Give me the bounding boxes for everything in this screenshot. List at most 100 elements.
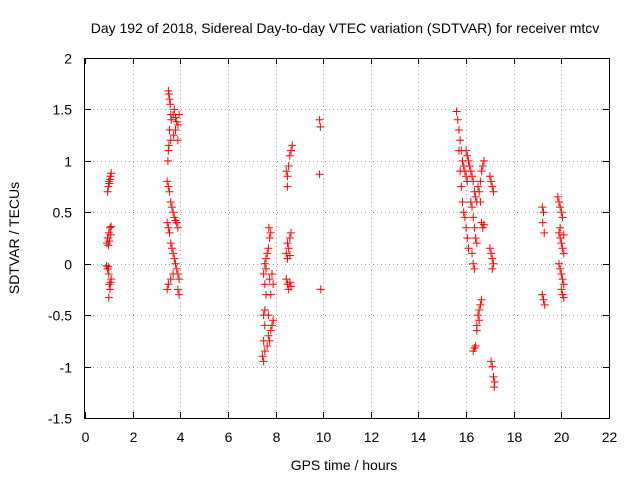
data-point <box>559 293 568 302</box>
data-point <box>175 275 184 284</box>
data-point <box>104 228 113 237</box>
data-point <box>315 170 324 179</box>
data-point <box>477 295 486 304</box>
data-point <box>260 347 269 356</box>
data-point <box>469 177 478 186</box>
y-tick-label: 1 <box>64 154 72 170</box>
data-point <box>175 290 184 299</box>
x-tick-label: 6 <box>225 429 233 445</box>
data-point <box>173 136 182 145</box>
data-point <box>477 167 486 176</box>
x-tick-label: 10 <box>316 429 332 445</box>
data-point <box>475 187 484 196</box>
data-point <box>539 295 548 304</box>
y-tick-label: -1 <box>60 360 73 376</box>
data-point <box>285 251 294 260</box>
data-point <box>172 218 181 227</box>
data-point <box>487 177 496 186</box>
data-point <box>163 177 172 186</box>
data-point <box>265 275 274 284</box>
data-point <box>476 177 485 186</box>
plot-frame <box>84 58 610 419</box>
data-point <box>163 218 172 227</box>
data-point <box>171 126 180 134</box>
data-point <box>170 105 179 114</box>
data-point <box>538 218 547 227</box>
x-tick-label: 4 <box>177 429 185 445</box>
data-point <box>264 244 273 253</box>
data-point <box>475 306 484 314</box>
data-point <box>266 228 275 237</box>
data-point <box>540 300 549 309</box>
y-tick-label: -1.5 <box>48 411 72 427</box>
data-point <box>556 264 565 273</box>
data-point <box>456 167 465 176</box>
data-point <box>106 223 115 232</box>
data-point <box>107 275 116 284</box>
x-tick-label: 20 <box>554 429 570 445</box>
data-point <box>262 264 271 273</box>
data-point <box>479 220 488 229</box>
data-point <box>260 259 269 268</box>
data-point <box>104 241 113 250</box>
data-point <box>259 357 268 366</box>
x-tick-label: 14 <box>411 429 427 445</box>
data-point <box>459 208 468 217</box>
data-point <box>476 300 485 309</box>
data-point <box>558 275 567 284</box>
data-point <box>104 262 113 271</box>
data-point <box>452 107 461 116</box>
data-point <box>164 223 173 232</box>
data-point <box>269 280 278 289</box>
data-point <box>104 270 113 278</box>
data-point <box>559 280 568 289</box>
data-point <box>167 244 176 253</box>
data-point <box>288 141 297 150</box>
data-point <box>454 146 463 155</box>
data-point <box>464 244 473 253</box>
data-point <box>172 264 181 273</box>
data-point <box>265 336 274 345</box>
data-point <box>485 172 494 181</box>
data-point <box>476 198 485 206</box>
y-tick-label: 0 <box>64 257 72 273</box>
data-point <box>472 239 481 248</box>
data-point <box>538 203 547 212</box>
data-point <box>471 234 480 242</box>
data-point <box>557 239 566 248</box>
data-point <box>107 169 116 178</box>
data-point <box>468 203 477 212</box>
data-point <box>166 198 175 206</box>
axis-ticks <box>85 58 610 419</box>
data-point <box>316 122 325 131</box>
data-point <box>259 270 268 278</box>
data-point <box>489 259 498 268</box>
data-point <box>471 342 480 350</box>
data-point <box>164 141 173 150</box>
x-tick-label: 22 <box>602 429 618 445</box>
data-point <box>104 293 113 302</box>
data-point <box>264 223 273 232</box>
data-point <box>167 115 176 124</box>
data-point <box>260 306 269 314</box>
data-point <box>464 156 473 165</box>
x-tick-label: 0 <box>82 429 90 445</box>
data-point <box>164 182 173 191</box>
data-point <box>474 311 482 320</box>
data-point <box>489 187 498 196</box>
data-point <box>463 151 472 160</box>
data-point <box>260 280 269 289</box>
data-point <box>267 270 276 278</box>
data-point <box>538 290 547 299</box>
x-tick-labels: 0 2 4 6 8 10 12 14 16 18 20 22 <box>82 429 618 445</box>
data-point <box>468 249 477 258</box>
data-point <box>470 264 479 273</box>
y-tick-label: 2 <box>64 51 72 67</box>
data-point <box>283 239 292 248</box>
data-point <box>316 285 325 294</box>
data-point <box>462 223 471 232</box>
data-point <box>173 223 182 232</box>
x-tick-label: 18 <box>507 429 523 445</box>
data-point <box>166 136 175 145</box>
data-point <box>474 182 482 191</box>
